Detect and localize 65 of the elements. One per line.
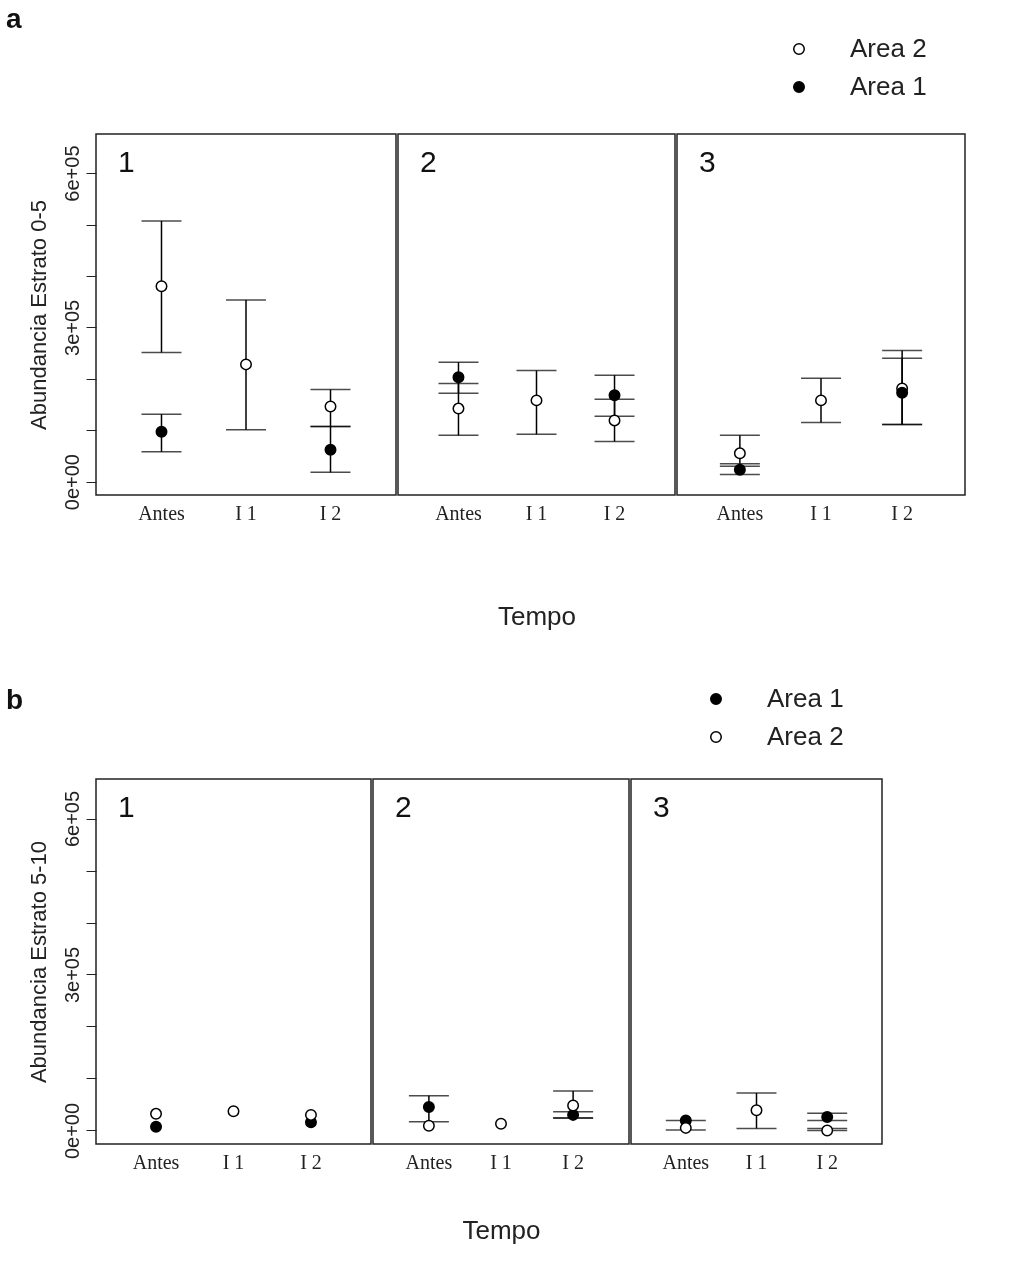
point — [155, 280, 168, 293]
x-tick-label: I 1 — [235, 501, 257, 524]
x-tick-label: Antes — [662, 1150, 710, 1173]
y-tick-label: 0e+00 — [60, 1102, 83, 1160]
x-axis-title: Tempo — [497, 600, 577, 631]
point — [567, 1099, 580, 1112]
point — [422, 1101, 435, 1114]
y-tick-label: 3e+05 — [60, 946, 83, 1004]
legend-label: Area 2 — [767, 721, 844, 751]
x-tick-label: I 1 — [222, 1150, 245, 1173]
point — [150, 1107, 163, 1120]
point — [452, 371, 465, 384]
x-tick-label: I 1 — [490, 1150, 512, 1173]
legend-label: Area 1 — [850, 71, 927, 101]
x-tick-label: I 2 — [891, 501, 913, 524]
point — [608, 389, 621, 402]
y-tick-label: 6e+05 — [60, 790, 83, 848]
x-tick-label: I 2 — [603, 501, 626, 524]
text: a — [6, 3, 22, 34]
x-tick-label: Antes — [405, 1150, 453, 1173]
point — [422, 1119, 435, 1132]
x-tick-label: Antes — [435, 501, 483, 524]
y-tick-label: 0e+00 — [60, 454, 83, 511]
point — [240, 358, 252, 371]
x-tick-label: I 2 — [319, 501, 342, 524]
chart-title: 2 — [420, 145, 437, 178]
chart-title: 3 — [653, 790, 670, 823]
point — [150, 1120, 163, 1133]
point — [304, 1108, 317, 1121]
legend-label: Area 2 — [850, 33, 927, 63]
x-tick-label: I 1 — [525, 501, 548, 524]
x-tick-label: I 2 — [562, 1150, 584, 1173]
legend-label: Area 1 — [767, 683, 844, 713]
x-tick-label: Antes — [716, 501, 764, 524]
point — [227, 1105, 240, 1118]
chart-title: 1 — [118, 145, 135, 178]
point — [821, 1124, 834, 1137]
text: b — [6, 684, 24, 715]
x-axis-title: Tempo — [462, 1214, 541, 1245]
y-axis-title: Abundancia Estrato 5-10 — [25, 840, 51, 1084]
chart-title: 3 — [699, 145, 716, 178]
y-tick-label: 6e+05 — [60, 145, 83, 202]
chart-title: 2 — [395, 790, 412, 823]
x-tick-label: Antes — [138, 501, 186, 524]
point — [452, 402, 465, 415]
x-tick-label: I 1 — [745, 1150, 768, 1173]
point — [815, 394, 827, 407]
chart-title: 1 — [118, 790, 135, 823]
point — [608, 414, 621, 427]
point — [155, 425, 168, 438]
point — [324, 400, 337, 413]
x-tick-label: I 2 — [300, 1150, 322, 1173]
point — [733, 447, 746, 460]
point — [750, 1104, 763, 1117]
point — [733, 463, 746, 476]
point — [495, 1117, 507, 1130]
point — [821, 1110, 834, 1123]
y-tick-label: 3e+05 — [60, 299, 83, 356]
x-tick-label: Antes — [132, 1150, 180, 1173]
y-axis-title: Abundancia Estrato 0-5 — [25, 200, 51, 430]
x-tick-label: I 1 — [810, 501, 832, 524]
point — [896, 386, 909, 399]
point — [530, 394, 543, 407]
x-tick-label: I 2 — [816, 1150, 839, 1173]
point — [324, 443, 337, 456]
